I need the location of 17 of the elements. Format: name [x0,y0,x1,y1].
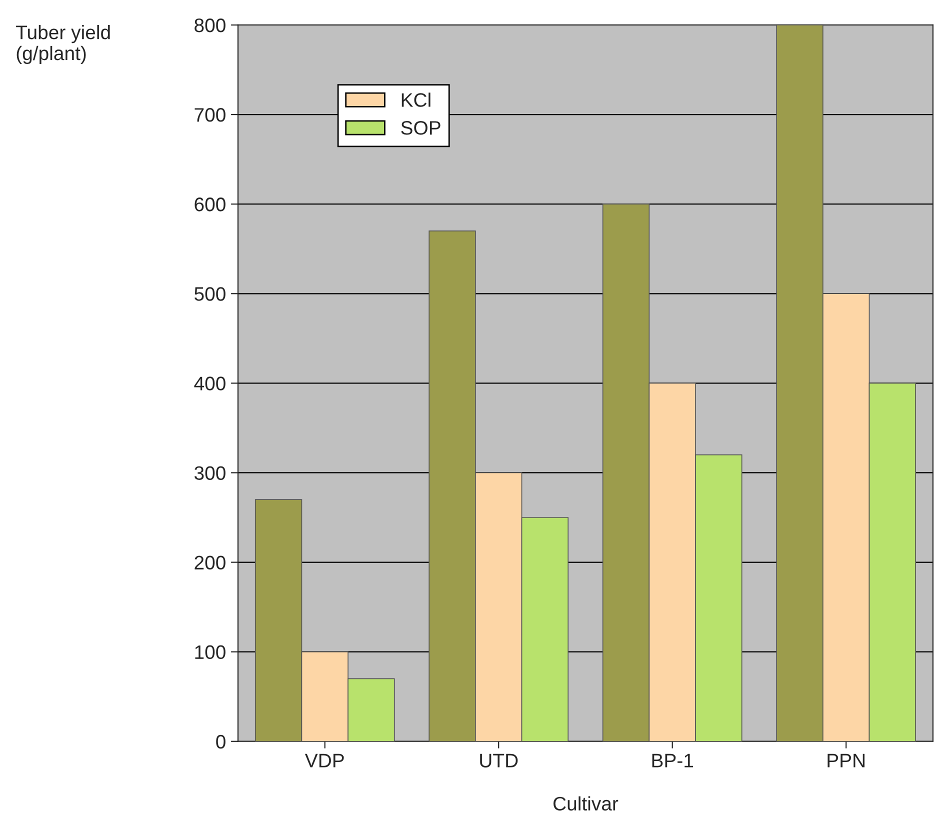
x-tick-label: VDP [304,754,344,768]
legend-label: KCl [402,92,430,107]
y-tick-label: 700 [194,108,226,122]
y-tick-label: 600 [194,198,226,212]
y-tick-label: 100 [195,645,226,660]
x-tick-label: BP-1 [652,754,694,768]
y-tick-label: 800 [194,18,226,32]
y-tick-label: 500 [194,287,226,301]
y-tick-label: 0 [216,734,226,749]
y-tick-label: 300 [194,466,226,480]
y-axis-title: Tuber yield (g/plant) [16,24,110,64]
x-tick-label: PPN [828,754,864,768]
y-tick-label: 400 [194,376,226,390]
legend-label: SOP [401,121,440,135]
x-axis-title: Cultivar [554,796,618,811]
y-tick-label: 200 [194,556,226,570]
x-tick-label: UTD [480,754,518,768]
